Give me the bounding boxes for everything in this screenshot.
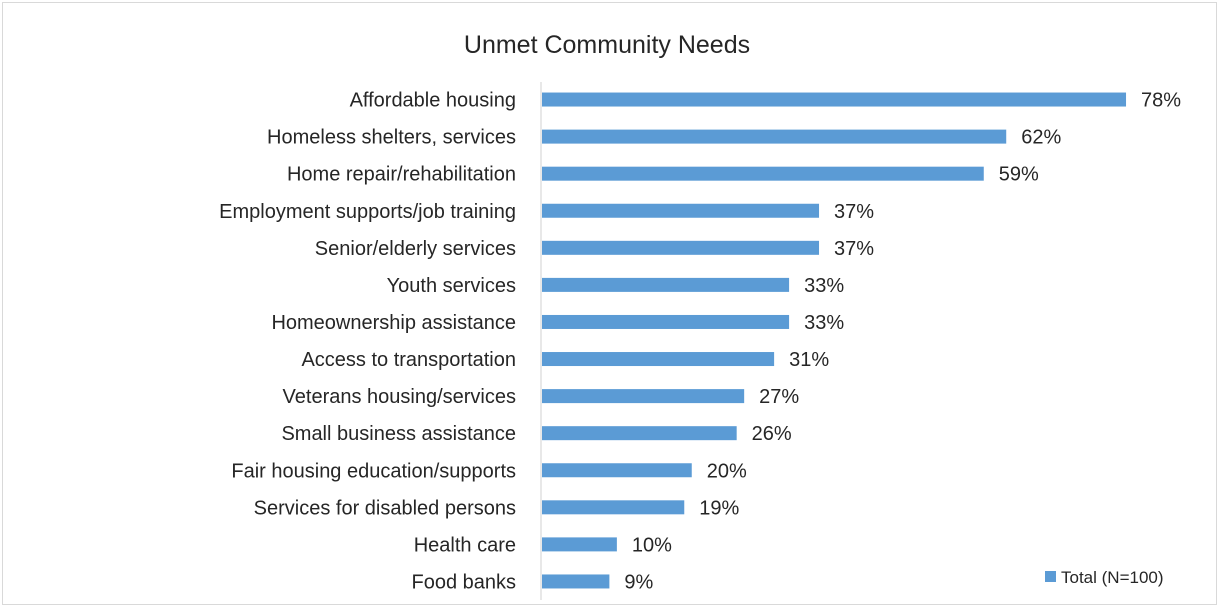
bar [542,240,820,255]
category-label: Veterans housing/services [283,386,516,408]
category-label: Senior/elderly services [315,238,516,260]
data-label: 20% [707,460,747,482]
category-label: Home repair/rehabilitation [287,164,516,186]
bar [542,203,820,218]
bar [542,500,685,515]
data-label: 9% [624,571,653,593]
bar [542,166,984,181]
data-label: 33% [804,312,844,334]
bar-series [542,92,1127,589]
legend-swatch [1045,571,1056,582]
bar [542,574,610,589]
data-label: 19% [699,497,739,519]
chart-title: Unmet Community Needs [464,31,750,59]
data-label: 27% [759,386,799,408]
category-label: Fair housing education/supports [231,460,516,482]
data-label: 62% [1021,127,1061,149]
category-label: Services for disabled persons [254,497,516,519]
bar [542,277,790,292]
bar [542,537,617,552]
category-label: Employment supports/job training [219,201,516,223]
category-labels: Affordable housing Homeless shelters, ser… [219,90,516,594]
data-label: 10% [632,534,672,556]
bar [542,92,1127,107]
category-label: Affordable housing [350,90,516,112]
category-label: Small business assistance [281,423,516,445]
category-label: Youth services [387,275,516,297]
data-label: 59% [999,164,1039,186]
bar [542,129,1007,144]
bar [542,426,737,441]
data-labels: 78% 62% 59% 37% 37% 33% 33% 31% 27% 26%20% 19% 10% 9… [624,90,1181,594]
data-label: 37% [834,238,874,260]
legend-label: Total (N=100) [1061,568,1164,587]
bar [542,352,775,367]
category-label: Access to transportation [301,349,516,371]
category-label: Homeownership assistance [271,312,516,334]
category-label: Health care [414,534,516,556]
legend: Total (N=100) [1045,568,1164,587]
category-label: Homeless shelters, services [267,127,516,149]
data-label: 31% [789,349,829,371]
bar [542,314,790,329]
category-label: Food banks [411,571,516,593]
data-label: 78% [1141,90,1181,112]
data-label: 26% [752,423,792,445]
bar [542,463,692,478]
data-label: 37% [834,201,874,223]
data-label: 33% [804,275,844,297]
bar [542,389,745,404]
